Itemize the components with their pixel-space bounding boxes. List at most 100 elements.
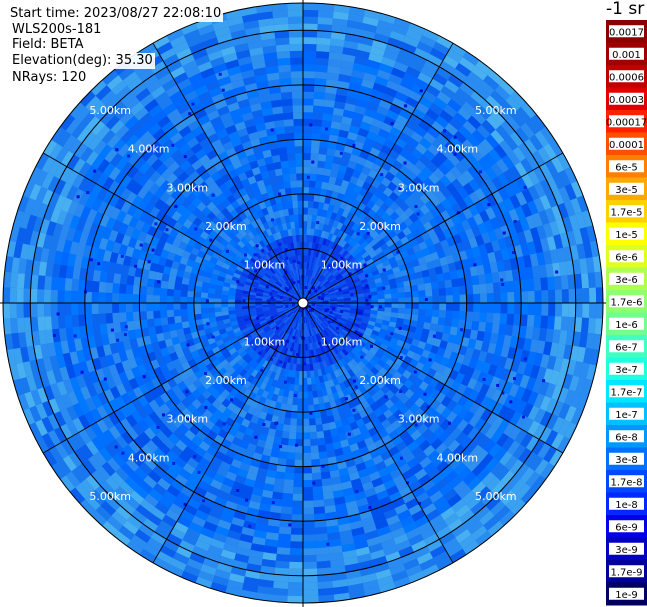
field-cell	[340, 536, 355, 546]
field-cell	[371, 118, 384, 129]
field-cell	[476, 467, 491, 482]
field-cell	[286, 348, 291, 356]
field-cell	[500, 292, 508, 303]
field-cell	[470, 444, 484, 459]
field-cell	[336, 404, 345, 414]
field-cell	[351, 374, 360, 384]
field-cell	[167, 281, 176, 290]
field-cell	[348, 286, 356, 291]
field-cell	[304, 330, 307, 338]
field-cell	[379, 328, 388, 335]
field-cell	[398, 404, 410, 415]
field-cell	[431, 138, 445, 151]
field-cell	[180, 485, 194, 498]
field-cell	[309, 173, 317, 181]
field-cell	[289, 548, 303, 556]
field-cell	[271, 443, 281, 452]
field-cell	[330, 249, 337, 258]
field-cell	[366, 493, 379, 505]
field-cell	[357, 305, 365, 310]
field-cell	[327, 350, 334, 358]
field-cell	[200, 292, 209, 298]
field-cell	[315, 174, 324, 182]
field-cell	[341, 285, 349, 291]
field-cell	[232, 481, 245, 492]
field-cell	[379, 343, 389, 351]
field-cell	[548, 139, 563, 157]
field-cell	[462, 410, 475, 424]
field-cell	[520, 102, 537, 119]
field-cell	[316, 44, 331, 53]
field-cell	[490, 429, 504, 444]
field-cell	[452, 310, 460, 320]
field-cell	[455, 161, 468, 175]
field-cell	[212, 575, 229, 587]
field-cell	[250, 415, 260, 424]
field-cell	[424, 200, 436, 211]
field-cell	[315, 307, 323, 311]
field-cell	[451, 68, 468, 83]
field-cell	[308, 356, 313, 365]
field-cell	[313, 264, 318, 272]
field-cell	[342, 487, 355, 497]
field-cell	[342, 402, 351, 412]
field-cell	[411, 53, 427, 67]
field-cell	[447, 153, 461, 167]
field-cell	[540, 354, 550, 369]
field-cell	[313, 506, 326, 515]
field-cell	[477, 222, 488, 235]
field-cell	[272, 365, 279, 374]
field-cell	[329, 295, 337, 299]
field-cell	[363, 312, 371, 318]
field-cell	[340, 224, 348, 233]
field-cell	[320, 312, 328, 317]
field-cell	[280, 382, 286, 390]
field-cell	[314, 78, 327, 87]
field-cell	[363, 9, 381, 20]
field-cell	[325, 272, 332, 279]
field-cell	[496, 260, 506, 273]
field-cell	[334, 213, 342, 223]
field-cell	[343, 300, 351, 303]
field-cell	[126, 275, 135, 286]
field-cell	[298, 384, 303, 392]
field-cell	[318, 451, 328, 459]
field-cell	[316, 303, 324, 306]
field-cell	[322, 423, 330, 431]
field-cell	[357, 296, 365, 301]
field-cell	[280, 346, 286, 354]
field-cell	[452, 148, 466, 162]
field-cell	[369, 347, 378, 356]
field-cell	[331, 434, 341, 444]
field-cell	[314, 410, 322, 419]
field-cell	[258, 461, 269, 470]
field-cell	[329, 308, 337, 312]
field-cell	[313, 404, 321, 412]
field-cell	[336, 352, 344, 361]
field-cell	[329, 226, 337, 235]
field-cell	[373, 407, 384, 418]
field-cell	[221, 294, 229, 300]
field-cell	[431, 309, 440, 318]
field-cell	[255, 379, 263, 389]
field-cell	[170, 527, 186, 540]
field-cell	[317, 229, 323, 238]
field-cell	[436, 35, 453, 50]
field-cell	[271, 379, 278, 388]
field-cell	[251, 487, 264, 497]
field-cell	[507, 440, 521, 456]
field-cell	[394, 503, 409, 515]
field-cell	[303, 480, 313, 488]
field-cell	[557, 387, 569, 404]
field-cell	[219, 483, 233, 494]
field-cell	[115, 505, 132, 521]
field-cell	[366, 396, 376, 406]
field-cell	[280, 506, 293, 515]
field-cell	[449, 166, 462, 179]
field-cell	[439, 145, 453, 159]
field-cell	[343, 144, 354, 154]
field-cell	[440, 356, 450, 367]
field-cell	[340, 439, 350, 448]
field-cell	[529, 455, 544, 472]
field-cell	[320, 276, 326, 283]
